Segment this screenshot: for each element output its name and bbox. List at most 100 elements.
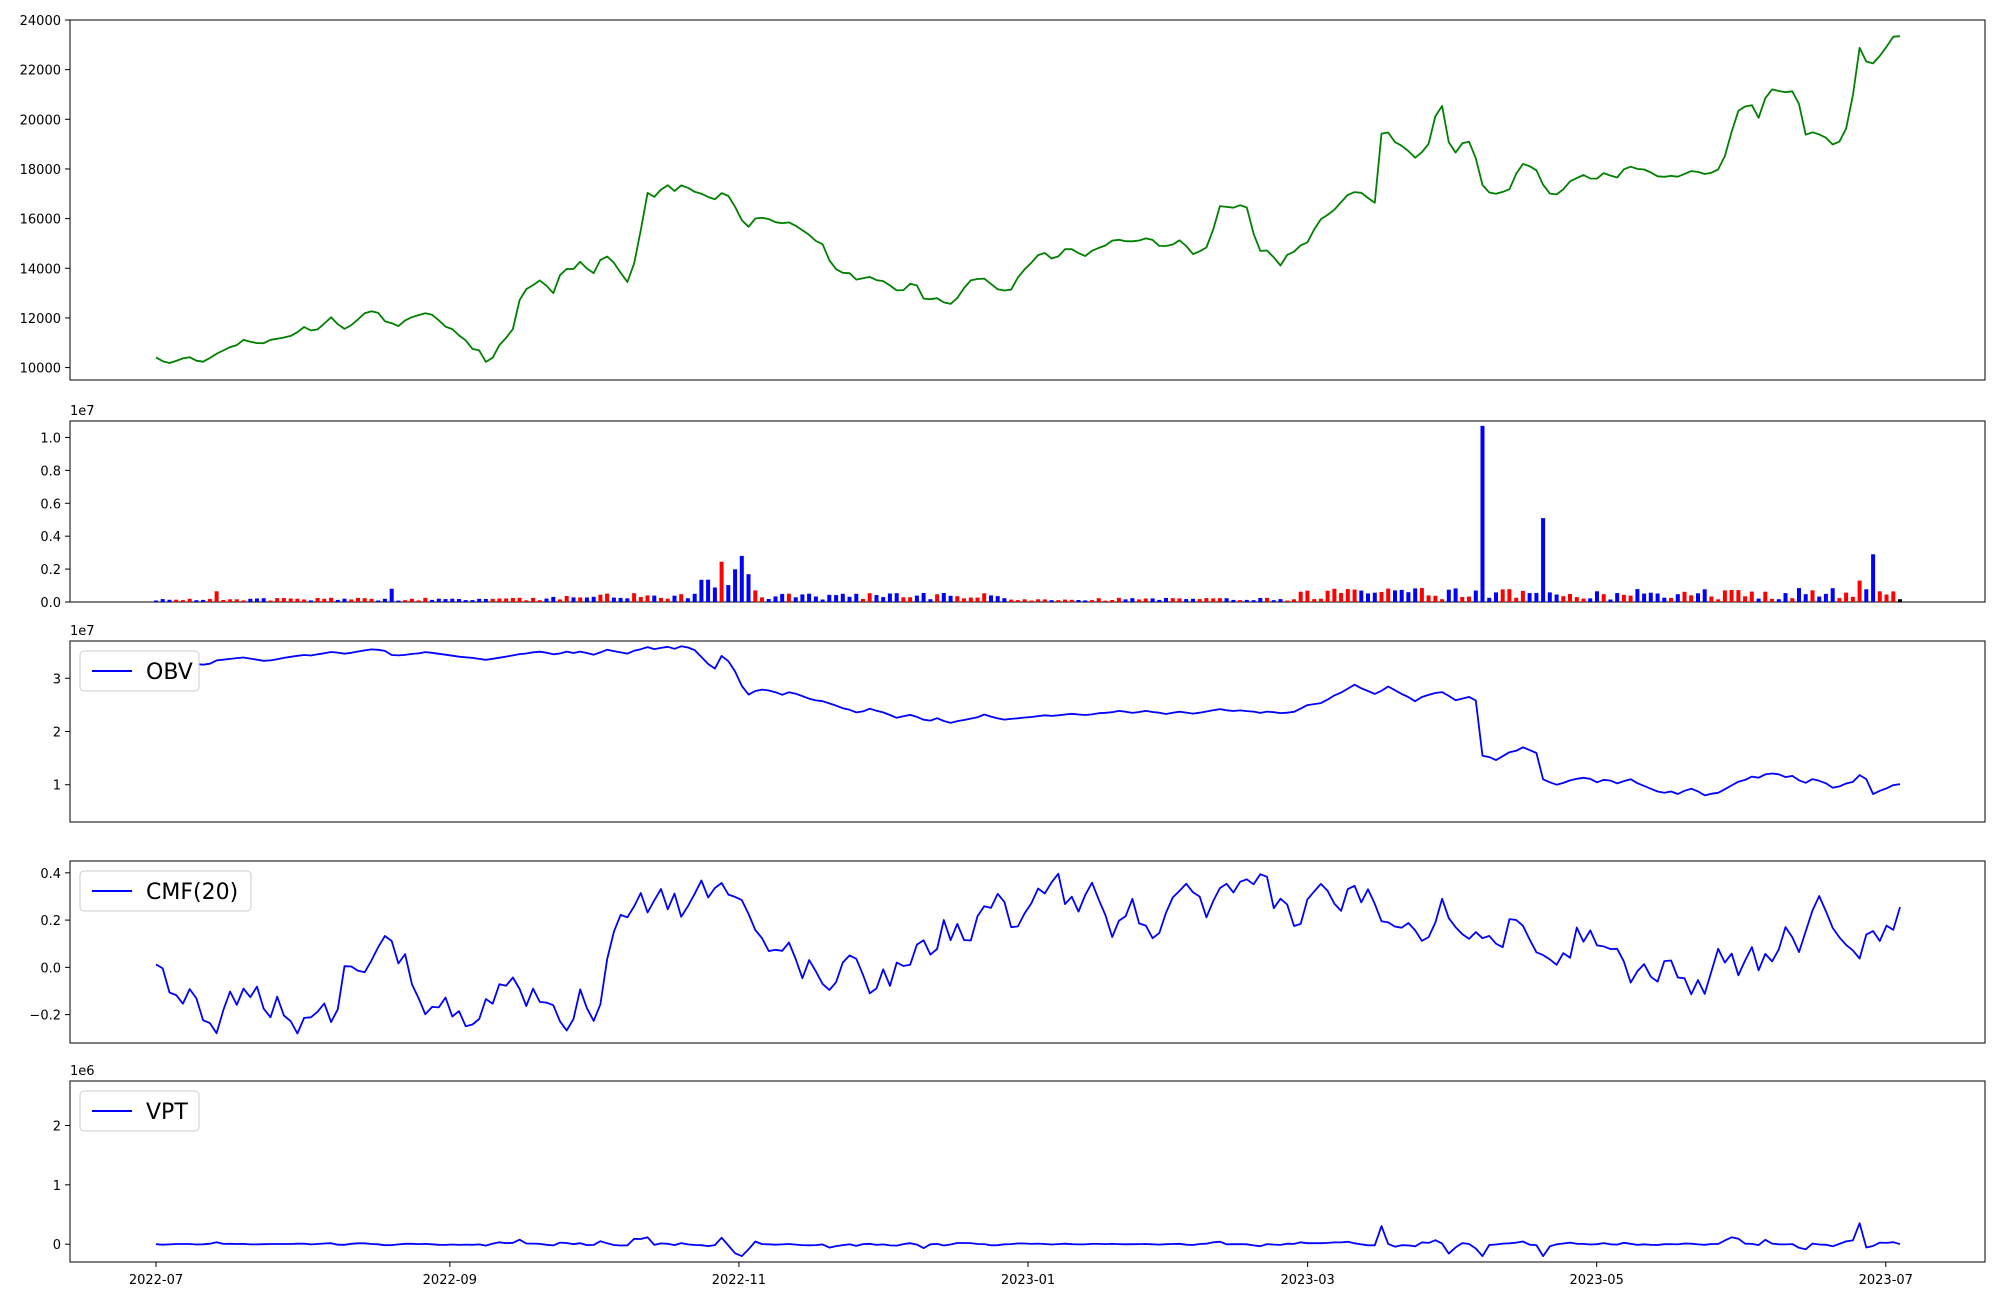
obv-ytick-label-1: 2 [53, 726, 61, 741]
volume-bar-252 [1850, 596, 1855, 602]
volume-bar-231 [1709, 596, 1714, 602]
volume-bar-238 [1756, 598, 1761, 602]
volume-bar-100 [827, 594, 832, 602]
volume-bar-207 [1547, 592, 1552, 602]
volume-bar-14 [248, 598, 253, 602]
volume-bar-136 [1069, 599, 1074, 602]
volume-bar-26 [329, 597, 334, 602]
volume-ytick-label-3: 0.6 [40, 497, 61, 512]
volume-bar-137 [1076, 600, 1081, 602]
volume-bar-144 [1123, 599, 1128, 602]
volume-bar-200 [1500, 589, 1505, 602]
volume-bar-106 [867, 593, 872, 602]
volume-bar-242 [1783, 593, 1788, 602]
price-ytick-label-7: 24000 [20, 14, 61, 29]
volume-bar-51 [497, 598, 502, 602]
volume-bar-253 [1857, 580, 1862, 602]
volume-bar-153 [1184, 599, 1189, 602]
volume-bar-202 [1514, 597, 1519, 602]
volume-bar-150 [1164, 598, 1168, 602]
volume-bar-172 [1312, 599, 1317, 602]
volume-bar-65 [591, 596, 596, 602]
volume-bar-248 [1823, 593, 1828, 602]
volume-bar-219 [1628, 595, 1633, 602]
volume-bar-35 [389, 588, 394, 602]
volume-bar-87 [739, 555, 744, 602]
volume-bar-157 [1211, 598, 1216, 602]
x-tick-label-6: 2023-07 [1859, 1273, 1913, 1288]
volume-bar-3 [174, 599, 179, 602]
volume-bar-30 [356, 597, 360, 602]
volume-bar-145 [1130, 598, 1135, 602]
volume-bar-92 [773, 596, 778, 602]
volume-ytick-label-1: 0.2 [40, 563, 61, 578]
volume-bar-244 [1797, 588, 1801, 602]
x-tick-label-3: 2023-01 [1001, 1273, 1055, 1288]
vpt-ytick-label-2: 2 [53, 1120, 61, 1135]
volume-bar-206 [1541, 518, 1546, 602]
volume-bar-22 [302, 599, 307, 602]
volume-bar-162 [1244, 599, 1249, 602]
volume-bar-20 [288, 598, 293, 602]
volume-bar-222 [1648, 592, 1653, 602]
volume-bar-97 [807, 593, 812, 602]
volume-bar-109 [887, 593, 892, 602]
volume-bar-224 [1662, 597, 1667, 602]
volume-bar-63 [578, 597, 583, 602]
volume-bar-10 [221, 600, 226, 602]
cmf-ytick-label-1: 0.0 [40, 961, 61, 976]
volume-ytick-label-4: 0.8 [40, 464, 61, 479]
volume-bar-47 [470, 600, 475, 602]
volume-bar-140 [1096, 598, 1101, 602]
volume-bar-116 [935, 594, 940, 602]
volume-bar-161 [1238, 600, 1243, 602]
volume-bar-17 [268, 600, 273, 602]
volume-bar-257 [1884, 594, 1889, 602]
volume-bar-62 [571, 597, 576, 602]
price-ytick-label-6: 22000 [20, 64, 61, 79]
volume-bar-249 [1830, 588, 1835, 602]
volume-bar-148 [1150, 598, 1155, 602]
volume-bar-69 [618, 597, 623, 602]
volume-bar-16 [261, 598, 266, 602]
obv-panel-frame [69, 640, 1986, 823]
volume-bar-160 [1231, 599, 1236, 602]
volume-bar-15 [255, 598, 259, 602]
volume-bar-5 [187, 598, 192, 602]
volume-bar-235 [1736, 590, 1741, 602]
volume-bar-98 [813, 596, 818, 602]
volume-bar-128 [1015, 600, 1020, 602]
volume-bar-174 [1325, 590, 1330, 602]
volume-bar-48 [477, 598, 482, 602]
volume-bar-130 [1029, 600, 1034, 602]
volume-bar-125 [995, 596, 1000, 602]
volume-bar-209 [1561, 596, 1566, 602]
volume-bar-2 [167, 599, 172, 602]
volume-bar-34 [382, 598, 387, 602]
volume-bar-93 [780, 593, 785, 602]
volume-bar-40 [423, 597, 428, 602]
volume-bar-94 [786, 593, 791, 602]
volume-bar-95 [793, 597, 798, 602]
volume-bar-245 [1803, 594, 1808, 602]
obv-ytick-label-0: 1 [53, 779, 61, 794]
volume-bar-208 [1554, 594, 1559, 602]
volume-bar-216 [1608, 599, 1613, 602]
volume-bar-75 [659, 597, 663, 602]
x-tick-label-0: 2022-07 [129, 1273, 183, 1288]
volume-bar-104 [854, 593, 859, 602]
volume-bar-215 [1601, 594, 1606, 602]
volume-bar-225 [1669, 597, 1673, 602]
volume-bar-241 [1776, 599, 1781, 602]
volume-bar-61 [564, 596, 569, 602]
volume-bar-243 [1790, 598, 1795, 602]
volume-bar-110 [894, 593, 899, 602]
volume-bar-123 [982, 593, 987, 602]
volume-bar-77 [672, 595, 677, 602]
volume-bar-146 [1137, 599, 1142, 602]
volume-bar-254 [1864, 589, 1869, 602]
obv-legend-box [79, 650, 200, 692]
volume-bar-195 [1467, 596, 1471, 602]
volume-bar-81 [699, 579, 704, 602]
